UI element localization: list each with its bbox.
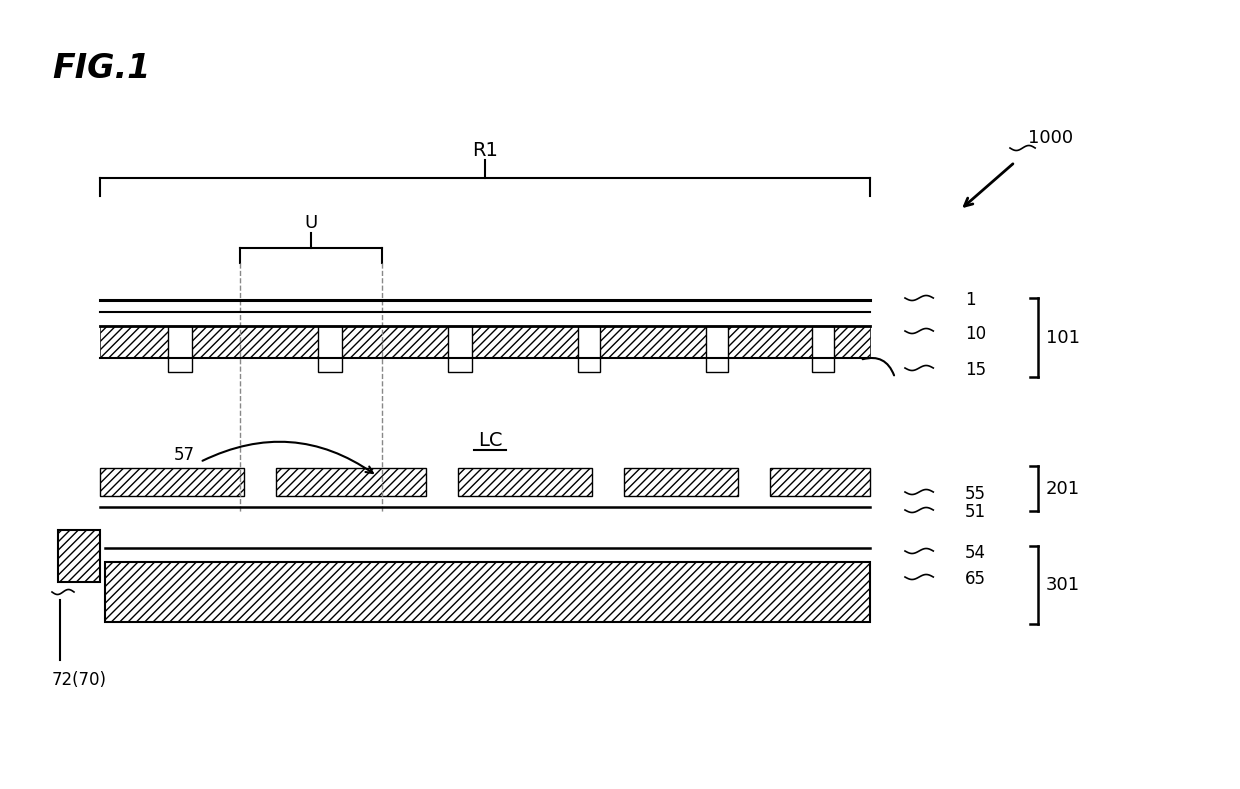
Text: 10: 10	[965, 325, 986, 343]
Bar	[578, 326, 600, 372]
Bar	[277, 468, 427, 496]
Bar	[448, 326, 472, 372]
Bar	[472, 326, 578, 358]
Text: 51: 51	[965, 503, 986, 521]
Bar	[167, 326, 192, 372]
Bar	[458, 468, 591, 496]
Text: 65: 65	[965, 570, 986, 588]
Bar	[100, 326, 167, 358]
Text: 1: 1	[965, 291, 976, 309]
Bar	[342, 326, 448, 358]
Bar	[706, 326, 728, 372]
Text: 72(70): 72(70)	[52, 671, 107, 689]
Bar	[835, 326, 870, 358]
Bar	[58, 530, 100, 582]
Text: 1000: 1000	[1028, 129, 1073, 147]
Text: U: U	[304, 214, 317, 232]
Bar	[812, 326, 835, 372]
Bar	[317, 326, 342, 372]
Text: FIG.1: FIG.1	[52, 51, 150, 84]
Bar	[192, 326, 317, 358]
Text: 101: 101	[1047, 328, 1080, 346]
Text: 57: 57	[174, 446, 195, 464]
Text: LC: LC	[477, 431, 502, 450]
Bar	[100, 468, 244, 496]
Bar	[624, 468, 738, 496]
Text: 15: 15	[965, 361, 986, 379]
Bar	[728, 326, 812, 358]
Text: 201: 201	[1047, 480, 1080, 498]
Text: 55: 55	[965, 485, 986, 503]
Bar	[600, 326, 706, 358]
Bar	[770, 468, 870, 496]
Text: 301: 301	[1047, 576, 1080, 594]
Text: R1: R1	[472, 140, 498, 159]
Bar	[105, 562, 870, 622]
Text: 54: 54	[965, 544, 986, 562]
